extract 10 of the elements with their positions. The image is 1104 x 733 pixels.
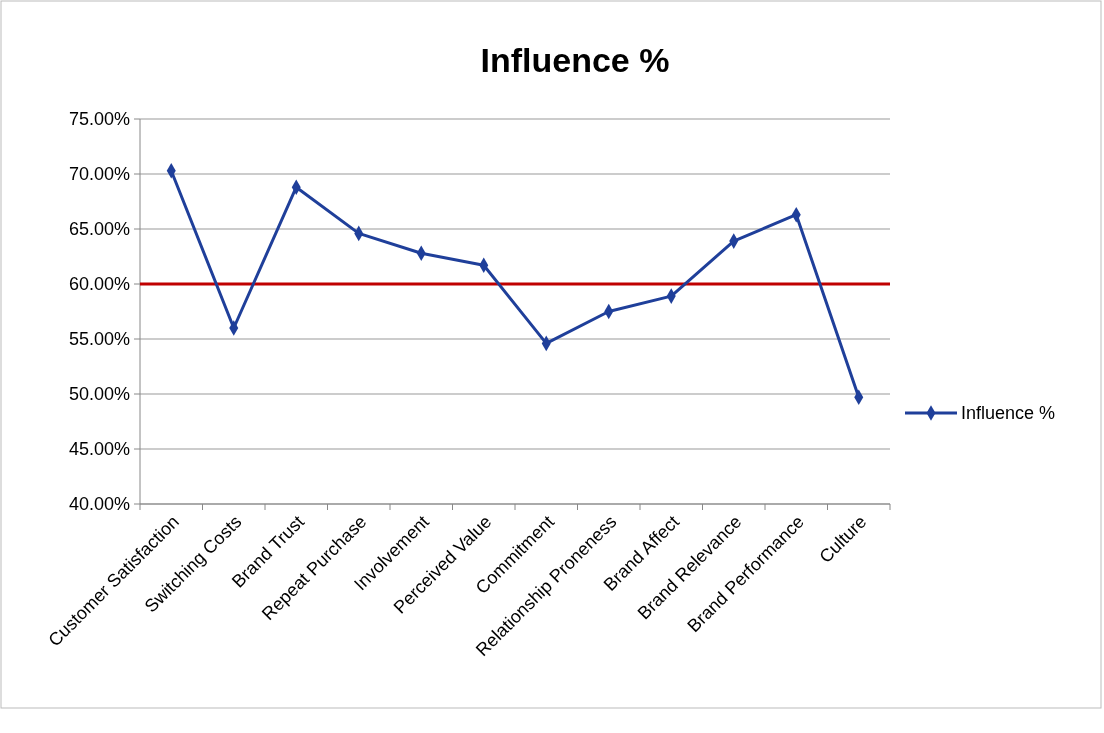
y-tick-label: 45.00% (68, 439, 130, 460)
y-tick-label: 70.00% (68, 164, 130, 185)
y-tick-label: 60.00% (68, 274, 130, 295)
y-tick-label: 65.00% (68, 219, 130, 240)
y-tick-label: 55.00% (68, 329, 130, 350)
y-tick-label: 40.00% (68, 494, 130, 515)
y-tick-label: 75.00% (68, 109, 130, 130)
chart-title: Influence % (480, 41, 670, 79)
legend-label: Influence % (961, 403, 1056, 424)
y-tick-label: 50.00% (68, 384, 130, 405)
